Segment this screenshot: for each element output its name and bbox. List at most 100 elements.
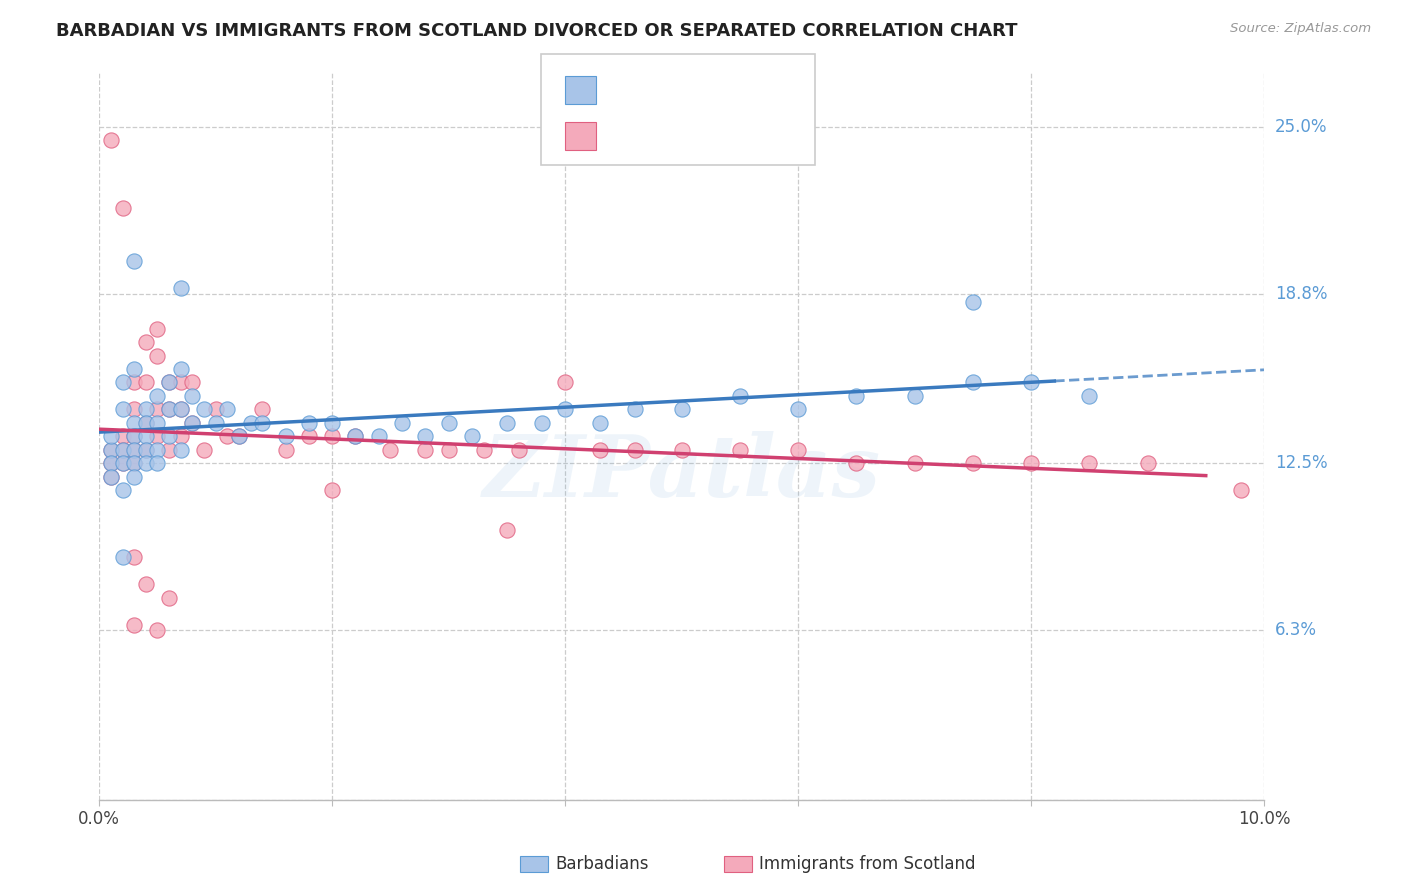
Point: [146, 416, 169, 430]
Point: [903, 456, 925, 470]
Point: [157, 402, 180, 417]
Text: N = 63: N = 63: [711, 124, 778, 144]
Text: BARBADIAN VS IMMIGRANTS FROM SCOTLAND DIVORCED OR SEPARATED CORRELATION CHART: BARBADIAN VS IMMIGRANTS FROM SCOTLAND DI…: [56, 22, 1018, 40]
Point: [111, 456, 134, 470]
Point: [100, 456, 122, 470]
Point: [157, 376, 180, 390]
Point: [380, 442, 402, 457]
Point: [146, 442, 169, 457]
Point: [100, 469, 122, 483]
Point: [181, 376, 204, 390]
Point: [181, 389, 204, 403]
Point: [100, 429, 122, 443]
Point: [100, 456, 122, 470]
Point: [1019, 376, 1042, 390]
Point: [122, 550, 145, 565]
Point: [508, 442, 530, 457]
Point: [146, 349, 169, 363]
Point: [135, 429, 157, 443]
Text: R = 0.048: R = 0.048: [610, 124, 704, 144]
Point: [845, 389, 868, 403]
Point: [170, 281, 193, 295]
Point: [1078, 389, 1101, 403]
Point: [217, 402, 239, 417]
Point: [122, 469, 145, 483]
Point: [321, 416, 343, 430]
Point: [135, 334, 157, 349]
Point: [157, 402, 180, 417]
Point: [122, 402, 145, 417]
Point: [461, 429, 484, 443]
Point: [122, 617, 145, 632]
Point: [146, 402, 169, 417]
Point: [252, 416, 274, 430]
Point: [111, 429, 134, 443]
Point: [122, 362, 145, 376]
Point: [252, 402, 274, 417]
Point: [122, 416, 145, 430]
Point: [146, 429, 169, 443]
Point: [437, 416, 460, 430]
Point: [589, 442, 612, 457]
Point: [344, 429, 367, 443]
Point: [530, 416, 553, 430]
Point: [100, 442, 122, 457]
Point: [181, 416, 204, 430]
Point: [193, 442, 215, 457]
Point: [170, 429, 193, 443]
Point: [111, 550, 134, 565]
Point: [228, 429, 250, 443]
Text: N = 64: N = 64: [711, 78, 778, 97]
Point: [122, 442, 145, 457]
Point: [391, 416, 413, 430]
Point: [239, 416, 262, 430]
Text: Barbadians: Barbadians: [555, 855, 650, 873]
Point: [111, 456, 134, 470]
Text: Immigrants from Scotland: Immigrants from Scotland: [759, 855, 976, 873]
Point: [135, 577, 157, 591]
Point: [122, 442, 145, 457]
Point: [415, 442, 437, 457]
Point: [135, 416, 157, 430]
Point: [100, 133, 122, 147]
Point: [122, 429, 145, 443]
Text: 12.5%: 12.5%: [1275, 454, 1327, 472]
Point: [274, 429, 297, 443]
Point: [146, 321, 169, 335]
Point: [157, 442, 180, 457]
Point: [415, 429, 437, 443]
Text: R = 0.242: R = 0.242: [610, 78, 704, 97]
Point: [146, 389, 169, 403]
Point: [170, 362, 193, 376]
Point: [344, 429, 367, 443]
Point: [845, 456, 868, 470]
Point: [111, 376, 134, 390]
Point: [122, 429, 145, 443]
Point: [589, 416, 612, 430]
Point: [122, 254, 145, 268]
Point: [624, 442, 647, 457]
Point: [437, 442, 460, 457]
Point: [298, 416, 321, 430]
Point: [204, 402, 226, 417]
Point: [321, 429, 343, 443]
Point: [367, 429, 389, 443]
Point: [1078, 456, 1101, 470]
Point: [170, 402, 193, 417]
Point: [122, 376, 145, 390]
Point: [496, 416, 519, 430]
Point: [135, 456, 157, 470]
Point: [111, 483, 134, 497]
Point: [122, 456, 145, 470]
Point: [135, 376, 157, 390]
Point: [157, 591, 180, 605]
Point: [111, 442, 134, 457]
Point: [146, 456, 169, 470]
Point: [321, 483, 343, 497]
Point: [170, 376, 193, 390]
Point: [1019, 456, 1042, 470]
Point: [903, 389, 925, 403]
Point: [728, 442, 751, 457]
Point: [496, 524, 519, 538]
Text: ZIPatlas: ZIPatlas: [482, 431, 880, 515]
